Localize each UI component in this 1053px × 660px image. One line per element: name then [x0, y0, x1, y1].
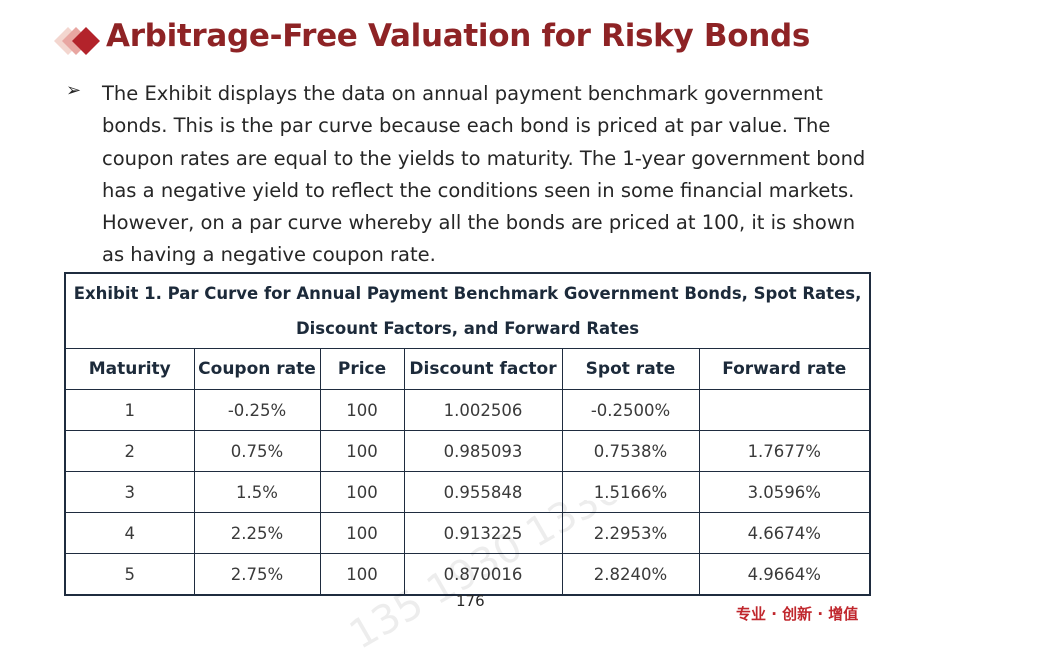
- cell-coupon-rate: 0.75%: [193, 430, 321, 472]
- cell-maturity: 4: [64, 512, 195, 554]
- header-coupon-rate: Coupon rate: [193, 348, 321, 390]
- diamond-logo-icon: [54, 27, 100, 55]
- slogan: 专业 · 创新 · 增值: [736, 605, 859, 623]
- table-row: 3 1.5% 100 0.955848 1.5166% 3.0596%: [64, 471, 871, 513]
- header-forward-rate: Forward rate: [698, 348, 871, 390]
- table-caption: Exhibit 1. Par Curve for Annual Payment …: [64, 272, 871, 349]
- bullet-point: ➢ The Exhibit displays the data on annua…: [66, 78, 866, 272]
- cell-discount-factor: 0.913225: [403, 512, 563, 554]
- table-row: 4 2.25% 100 0.913225 2.2953% 4.6674%: [64, 512, 871, 554]
- header-discount-factor: Discount factor: [403, 348, 563, 390]
- cell-discount-factor: 0.870016: [403, 553, 563, 596]
- bullet-text: The Exhibit displays the data on annual …: [102, 82, 866, 267]
- cell-maturity: 3: [64, 471, 195, 513]
- exhibit-table: Exhibit 1. Par Curve for Annual Payment …: [64, 272, 872, 596]
- cell-discount-factor: 0.955848: [403, 471, 563, 513]
- header-spot-rate: Spot rate: [561, 348, 700, 390]
- cell-price: 100: [319, 553, 405, 596]
- cell-discount-factor: 0.985093: [403, 430, 563, 472]
- cell-maturity: 5: [64, 553, 195, 596]
- cell-price: 100: [319, 512, 405, 554]
- header-price: Price: [319, 348, 405, 390]
- cell-spot-rate: -0.2500%: [561, 389, 700, 431]
- cell-coupon-rate: 2.25%: [193, 512, 321, 554]
- cell-price: 100: [319, 389, 405, 431]
- cell-price: 100: [319, 471, 405, 513]
- header-maturity: Maturity: [64, 348, 195, 390]
- cell-forward-rate: [698, 389, 871, 431]
- cell-spot-rate: 1.5166%: [561, 471, 700, 513]
- caption-line-2: Discount Factors, and Forward Rates: [295, 319, 640, 338]
- cell-forward-rate: 1.7677%: [698, 430, 871, 472]
- slide-title: Arbitrage-Free Valuation for Risky Bonds: [106, 18, 811, 54]
- table-row: 5 2.75% 100 0.870016 2.8240% 4.9664%: [64, 553, 871, 596]
- cell-forward-rate: 4.9664%: [698, 553, 871, 596]
- cell-spot-rate: 2.2953%: [561, 512, 700, 554]
- page-number: 176: [456, 592, 485, 610]
- cell-maturity: 2: [64, 430, 195, 472]
- caption-line-1: Exhibit 1. Par Curve for Annual Payment …: [73, 284, 862, 303]
- cell-spot-rate: 2.8240%: [561, 553, 700, 596]
- table-row: 1 -0.25% 100 1.002506 -0.2500%: [64, 389, 871, 431]
- cell-discount-factor: 1.002506: [403, 389, 563, 431]
- cell-forward-rate: 4.6674%: [698, 512, 871, 554]
- cell-spot-rate: 0.7538%: [561, 430, 700, 472]
- cell-price: 100: [319, 430, 405, 472]
- table-header-row: Maturity Coupon rate Price Discount fact…: [64, 348, 871, 390]
- cell-coupon-rate: 1.5%: [193, 471, 321, 513]
- cell-coupon-rate: 2.75%: [193, 553, 321, 596]
- arrow-bullet-icon: ➢: [66, 80, 82, 101]
- cell-forward-rate: 3.0596%: [698, 471, 871, 513]
- cell-maturity: 1: [64, 389, 195, 431]
- cell-coupon-rate: -0.25%: [193, 389, 321, 431]
- table-row: 2 0.75% 100 0.985093 0.7538% 1.7677%: [64, 430, 871, 472]
